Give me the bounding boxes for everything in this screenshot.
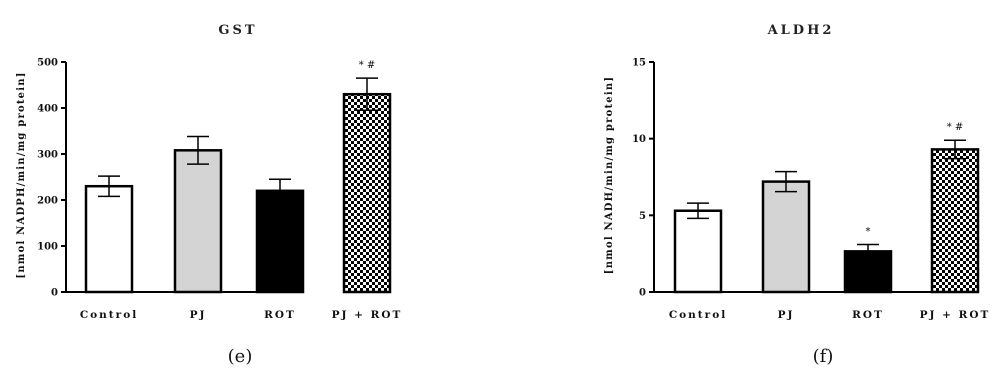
significance-label: * # bbox=[359, 60, 376, 71]
x-tick-label: PJ bbox=[778, 309, 795, 321]
chart-gst: GST [nmol NADPH/min/mg protein] 0 100 200 3… bbox=[16, 23, 403, 367]
chart-aldh2: ALDH2 [nmol NADH/min/mg protein] 051015 … bbox=[604, 23, 991, 367]
bar-control bbox=[673, 209, 723, 294]
x-tick-label: Control bbox=[80, 309, 138, 321]
bars: Control PJ ROT * PJ + ROT * # bbox=[669, 122, 991, 321]
x-tick-label: Control bbox=[669, 309, 727, 321]
y-tick-label: 200 bbox=[37, 196, 58, 207]
y-tick-label: 100 bbox=[37, 242, 58, 253]
y-tick-label: 300 bbox=[37, 150, 58, 161]
panel-label: (f) bbox=[813, 346, 834, 367]
significance-label: * # bbox=[947, 122, 964, 133]
y-tick-label: 500 bbox=[37, 58, 58, 69]
x-tick-label: PJ bbox=[190, 309, 207, 321]
chart-title: ALDH2 bbox=[767, 23, 835, 38]
y-tick-label: 0 bbox=[639, 288, 646, 299]
x-tick-label: ROT bbox=[852, 309, 884, 321]
x-tick-label: ROT bbox=[264, 309, 296, 321]
y-tick-label: 400 bbox=[37, 104, 58, 115]
bar-control bbox=[84, 184, 134, 294]
x-tick-label: PJ + ROT bbox=[332, 309, 403, 321]
y-tick-label: 5 bbox=[639, 211, 646, 222]
bar-pj-rot bbox=[342, 92, 392, 294]
significance-label: * bbox=[866, 226, 871, 237]
y-tick-label: 10 bbox=[632, 134, 646, 145]
bar-pj bbox=[173, 149, 223, 294]
bars: Control PJ ROT PJ + ROT * # bbox=[80, 60, 403, 321]
x-tick-label: PJ + ROT bbox=[920, 309, 991, 321]
bar-pj bbox=[761, 180, 811, 294]
bar-rot bbox=[255, 189, 305, 294]
y-tick-label: 15 bbox=[632, 58, 646, 69]
y-axis-label: [nmol NADH/min/mg protein] bbox=[604, 76, 615, 274]
panel-label: (e) bbox=[228, 346, 253, 367]
y-tick-label: 0 bbox=[51, 288, 58, 299]
bar-pj-rot bbox=[930, 148, 980, 294]
chart-title: GST bbox=[218, 23, 257, 38]
y-axis-label: [nmol NADPH/min/mg protein] bbox=[16, 71, 27, 278]
